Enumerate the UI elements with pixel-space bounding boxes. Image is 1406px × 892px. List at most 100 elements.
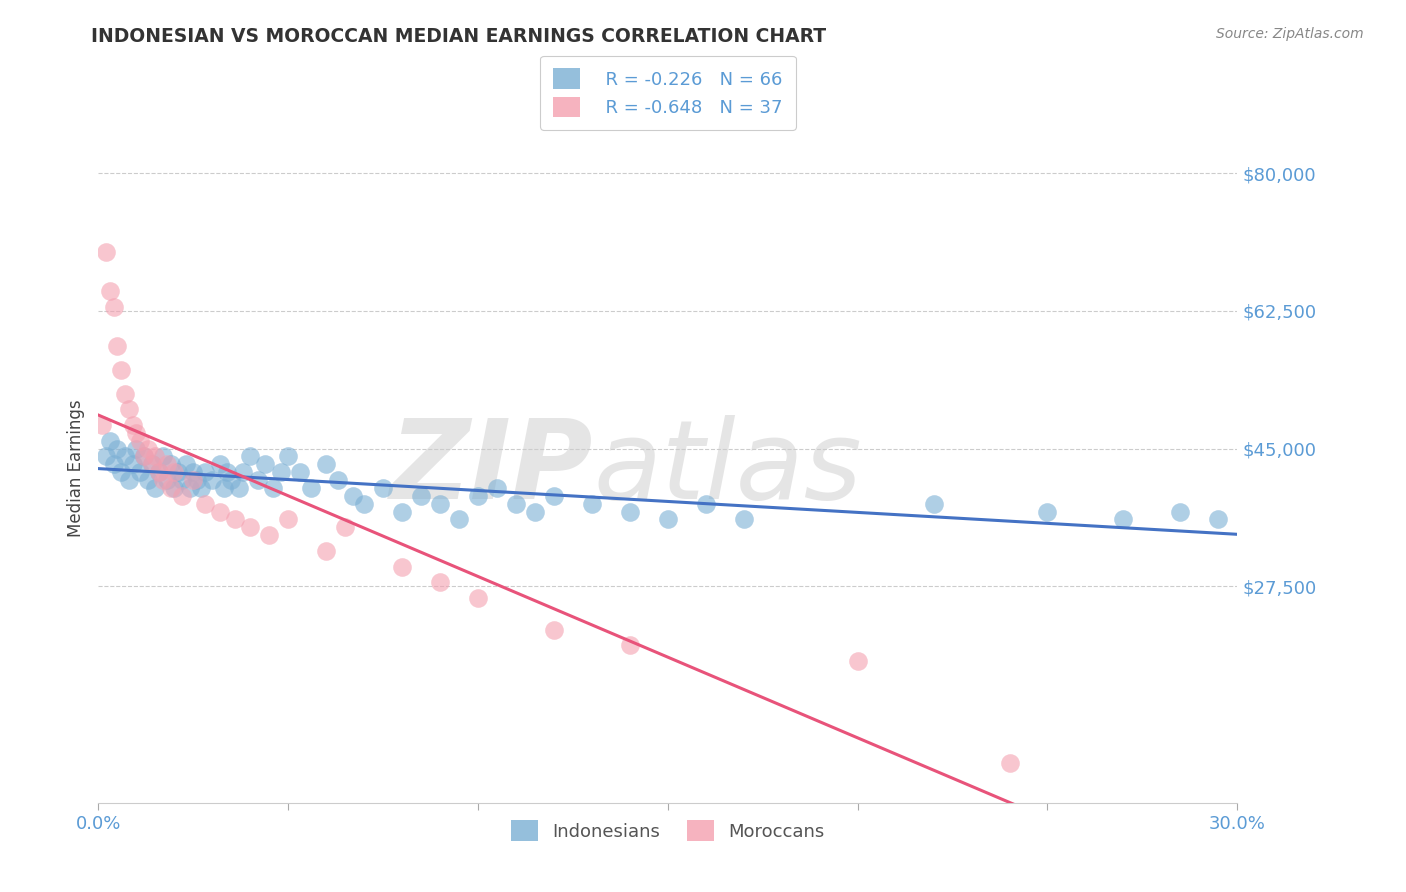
Point xyxy=(259,528,281,542)
Point xyxy=(170,473,193,487)
Point xyxy=(335,520,357,534)
Point xyxy=(190,481,212,495)
Point xyxy=(262,481,284,495)
Point xyxy=(505,497,527,511)
Point xyxy=(221,473,243,487)
Point xyxy=(159,458,181,472)
Point xyxy=(326,473,349,487)
Point xyxy=(103,300,125,314)
Point xyxy=(141,458,163,472)
Point xyxy=(125,425,148,440)
Point xyxy=(543,623,565,637)
Point xyxy=(733,512,755,526)
Point xyxy=(136,442,159,456)
Point xyxy=(129,434,152,448)
Point xyxy=(114,386,136,401)
Point xyxy=(619,639,641,653)
Text: ZIP: ZIP xyxy=(391,415,593,522)
Legend: Indonesians, Moroccans: Indonesians, Moroccans xyxy=(498,808,838,854)
Point xyxy=(118,473,141,487)
Point xyxy=(449,512,471,526)
Point xyxy=(110,363,132,377)
Point xyxy=(98,284,121,298)
Point xyxy=(208,505,231,519)
Point xyxy=(121,417,143,432)
Point xyxy=(543,489,565,503)
Point xyxy=(98,434,121,448)
Point xyxy=(657,512,679,526)
Point xyxy=(922,497,945,511)
Point xyxy=(163,481,186,495)
Point xyxy=(846,654,869,668)
Point xyxy=(429,575,451,590)
Point xyxy=(998,756,1021,771)
Point xyxy=(208,458,231,472)
Point xyxy=(299,481,322,495)
Point xyxy=(1036,505,1059,519)
Point xyxy=(246,473,269,487)
Point xyxy=(114,450,136,464)
Point xyxy=(342,489,364,503)
Point xyxy=(277,512,299,526)
Point xyxy=(486,481,509,495)
Point xyxy=(467,489,489,503)
Text: atlas: atlas xyxy=(593,415,862,522)
Point xyxy=(167,465,190,479)
Point xyxy=(103,458,125,472)
Point xyxy=(228,481,250,495)
Text: Source: ZipAtlas.com: Source: ZipAtlas.com xyxy=(1216,27,1364,41)
Point xyxy=(152,473,174,487)
Point xyxy=(1112,512,1135,526)
Point xyxy=(524,505,547,519)
Point xyxy=(288,465,311,479)
Point xyxy=(91,417,114,432)
Point xyxy=(148,465,170,479)
Point xyxy=(132,450,155,464)
Point xyxy=(141,458,163,472)
Point xyxy=(201,473,224,487)
Point xyxy=(145,481,167,495)
Point xyxy=(107,339,129,353)
Point xyxy=(194,465,217,479)
Point xyxy=(94,450,117,464)
Point xyxy=(110,465,132,479)
Point xyxy=(371,481,394,495)
Point xyxy=(94,244,117,259)
Point xyxy=(254,458,277,472)
Point xyxy=(194,497,217,511)
Point xyxy=(129,465,152,479)
Text: INDONESIAN VS MOROCCAN MEDIAN EARNINGS CORRELATION CHART: INDONESIAN VS MOROCCAN MEDIAN EARNINGS C… xyxy=(91,27,827,45)
Point xyxy=(391,559,413,574)
Point xyxy=(239,450,262,464)
Point xyxy=(270,465,292,479)
Point xyxy=(163,465,186,479)
Point xyxy=(132,450,155,464)
Point xyxy=(183,465,205,479)
Point xyxy=(125,442,148,456)
Point xyxy=(170,489,193,503)
Point xyxy=(619,505,641,519)
Point xyxy=(353,497,375,511)
Point xyxy=(581,497,603,511)
Point xyxy=(148,465,170,479)
Point xyxy=(107,442,129,456)
Point xyxy=(145,450,167,464)
Point xyxy=(136,473,159,487)
Point xyxy=(315,458,337,472)
Point xyxy=(174,458,197,472)
Point xyxy=(212,481,235,495)
Point xyxy=(183,473,205,487)
Point xyxy=(411,489,433,503)
Point xyxy=(121,458,143,472)
Point xyxy=(315,544,337,558)
Point xyxy=(391,505,413,519)
Point xyxy=(156,458,179,472)
Point xyxy=(152,450,174,464)
Point xyxy=(429,497,451,511)
Point xyxy=(232,465,254,479)
Point xyxy=(1170,505,1192,519)
Point xyxy=(467,591,489,606)
Point xyxy=(277,450,299,464)
Point xyxy=(239,520,262,534)
Point xyxy=(159,481,181,495)
